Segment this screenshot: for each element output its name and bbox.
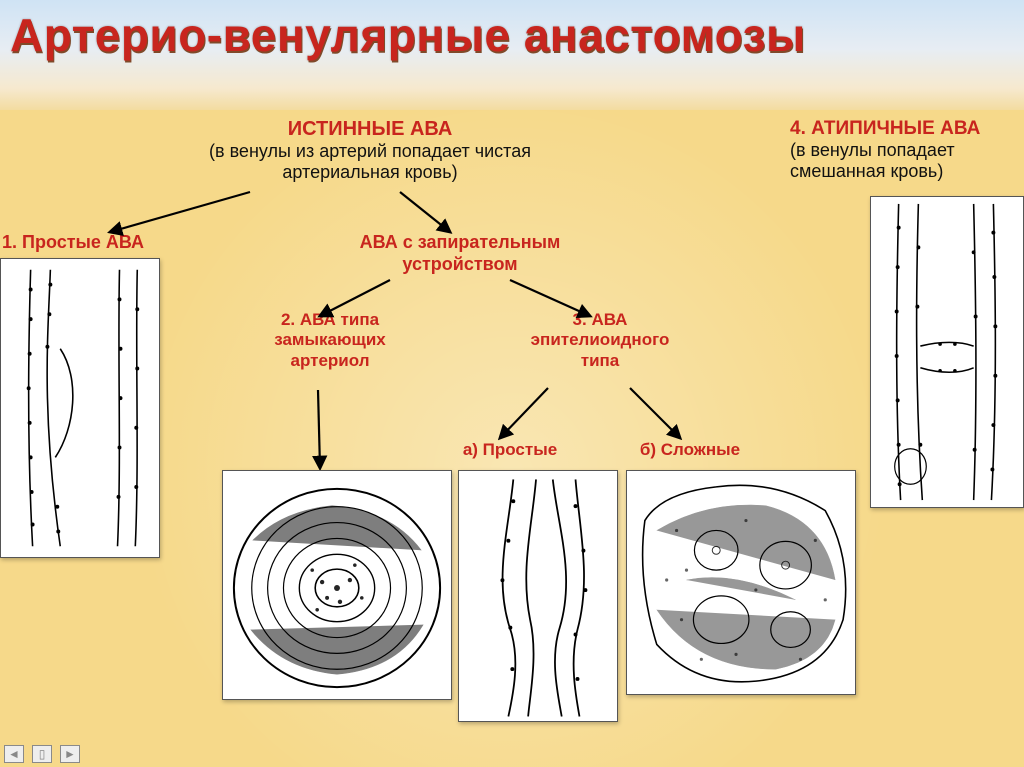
node-type2-l3: артериол (230, 351, 430, 371)
nav-prev-icon[interactable]: ◄ (4, 745, 24, 763)
atypical-paren1: (в венулы попадает (790, 140, 1024, 161)
sub-a-text: а) Простые (463, 440, 557, 459)
true-ava-block: ИСТИННЫЕ АВА (в венулы из артерий попада… (170, 118, 570, 183)
sub-b-text: б) Сложные (640, 440, 740, 459)
node-type3-l3: типа (500, 351, 700, 371)
figure-atypical-ava (870, 196, 1024, 508)
slide-root: Артерио-венулярные анастомозы ИСТИННЫЕ А… (0, 0, 1024, 767)
true-ava-heading: ИСТИННЫЕ АВА (170, 118, 570, 141)
true-ava-paren2: артериальная кровь) (170, 162, 570, 183)
sub-a: а) Простые (440, 440, 580, 460)
page-title: Артерио-венулярные анастомозы (0, 8, 1024, 62)
node-closure: АВА с запирательным устройством (320, 232, 600, 275)
node-simple-text: 1. Простые АВА (2, 232, 144, 252)
figure-simple-ava (0, 258, 160, 558)
node-type2: 2. АВА типа замыкающих артериол (230, 310, 430, 371)
node-closure-l2: устройством (320, 254, 600, 276)
node-type3-l2: эпителиоидного (500, 330, 700, 350)
figure-closing-arteriole (222, 470, 452, 700)
atypical-block: 4. АТИПИЧНЫЕ АВА (в венулы попадает смеш… (790, 118, 1024, 182)
figure-epithelioid-complex (626, 470, 856, 695)
node-type2-l2: замыкающих (230, 330, 430, 350)
sub-b: б) Сложные (620, 440, 760, 460)
true-ava-paren1: (в венулы из артерий попадает чистая (170, 141, 570, 162)
page-title-text: Артерио-венулярные анастомозы (10, 9, 806, 61)
node-closure-l1: АВА с запирательным (320, 232, 600, 254)
atypical-paren2: смешанная кровь) (790, 161, 1024, 182)
nav-next-icon[interactable]: ► (60, 745, 80, 763)
nav-index-icon[interactable]: ▯ (32, 745, 52, 763)
node-type3-l1: 3. АВА (500, 310, 700, 330)
node-type2-l1: 2. АВА типа (230, 310, 430, 330)
atypical-heading: 4. АТИПИЧНЫЕ АВА (790, 118, 1024, 140)
node-type3: 3. АВА эпителиоидного типа (500, 310, 700, 371)
node-simple: 1. Простые АВА (0, 232, 170, 253)
slide-nav: ◄ ▯ ► (4, 745, 80, 763)
figure-epithelioid-simple (458, 470, 618, 722)
